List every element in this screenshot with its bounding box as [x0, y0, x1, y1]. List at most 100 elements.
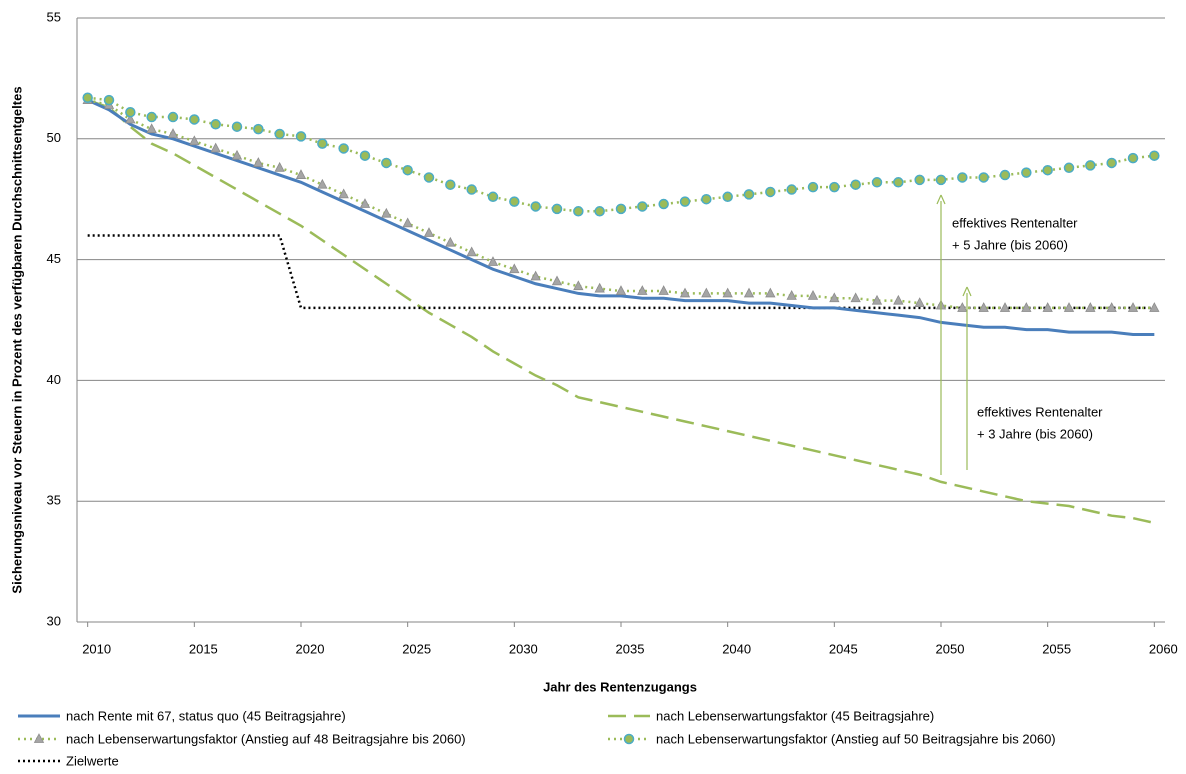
- marker: [487, 256, 499, 266]
- x-tick-label: 2060: [1149, 641, 1178, 656]
- marker: [637, 285, 648, 295]
- annotation-text: effektives Rentenalter: [977, 404, 1103, 419]
- legend-label: nach Lebenserwartungsfaktor (Anstieg auf…: [66, 731, 466, 746]
- marker: [914, 297, 925, 307]
- marker: [658, 285, 669, 295]
- x-tick-label: 2020: [296, 641, 325, 656]
- marker: [658, 198, 669, 210]
- marker: [402, 217, 413, 228]
- marker: [978, 302, 989, 312]
- y-tick-label: 55: [47, 9, 61, 24]
- marker: [253, 157, 264, 167]
- marker: [402, 164, 413, 176]
- legend-label: nach Lebenserwartungsfaktor (Anstieg auf…: [656, 731, 1056, 746]
- marker: [999, 169, 1011, 181]
- legend-marker: [33, 733, 45, 743]
- legend-label: Zielwerte: [66, 753, 119, 768]
- series-line: [87, 98, 1155, 525]
- x-tick-label: 2015: [189, 641, 218, 656]
- marker: [573, 206, 584, 217]
- series-line: [87, 98, 1155, 336]
- marker: [125, 106, 136, 118]
- y-tick-label: 45: [47, 251, 61, 266]
- y-tick-label: 50: [47, 130, 61, 145]
- marker: [167, 111, 179, 123]
- arrow-head: [936, 194, 946, 205]
- marker: [338, 188, 349, 199]
- marker: [551, 275, 563, 286]
- marker: [1042, 302, 1053, 312]
- marker: [167, 128, 179, 138]
- marker: [103, 94, 115, 106]
- marker: [530, 270, 541, 281]
- y-axis-title: Sicherungsniveau vor Steuern in Prozent …: [9, 86, 24, 593]
- marker: [466, 246, 477, 257]
- x-tick-label: 2045: [829, 641, 858, 656]
- marker: [82, 92, 93, 103]
- marker: [1149, 302, 1160, 312]
- marker: [999, 302, 1011, 312]
- marker: [338, 143, 349, 154]
- x-axis-title: Jahr des Rentenzugangs: [543, 679, 697, 694]
- marker: [317, 178, 328, 189]
- marker: [530, 201, 541, 212]
- marker: [786, 184, 797, 195]
- legend-label: nach Rente mit 67, status quo (45 Beitra…: [66, 708, 346, 723]
- marker: [1127, 302, 1139, 312]
- marker: [957, 302, 968, 312]
- marker: [765, 186, 776, 198]
- annotation-text: effektives Rentenalter: [952, 215, 1078, 230]
- y-tick-label: 40: [47, 372, 61, 387]
- x-tick-label: 2030: [509, 641, 538, 656]
- marker: [679, 196, 691, 207]
- marker: [210, 119, 221, 130]
- x-tick-label: 2010: [82, 641, 111, 656]
- marker: [594, 282, 605, 293]
- marker: [1042, 164, 1053, 176]
- marker: [509, 263, 520, 274]
- marker: [594, 206, 605, 217]
- marker: [914, 174, 925, 186]
- marker: [509, 196, 520, 207]
- marker: [1085, 302, 1096, 312]
- marker: [295, 131, 307, 142]
- marker: [978, 172, 989, 183]
- marker: [1106, 302, 1117, 312]
- y-tick-label: 30: [47, 613, 61, 628]
- marker: [722, 191, 733, 203]
- marker: [573, 280, 584, 291]
- marker: [445, 179, 456, 190]
- marker: [146, 111, 157, 123]
- marker: [701, 193, 712, 205]
- legend-label: nach Lebenserwartungsfaktor (45 Beitrags…: [656, 708, 934, 723]
- legend-marker: [623, 733, 635, 745]
- marker: [850, 179, 861, 190]
- marker: [765, 287, 776, 298]
- marker: [125, 113, 136, 124]
- marker: [1106, 157, 1117, 169]
- marker: [231, 149, 243, 160]
- x-tick-label: 2040: [722, 641, 751, 656]
- marker: [423, 172, 435, 183]
- arrow-head: [962, 286, 972, 297]
- marker: [359, 198, 371, 208]
- marker: [1085, 160, 1096, 171]
- marker: [871, 177, 883, 188]
- marker: [743, 287, 755, 298]
- marker: [189, 114, 200, 125]
- x-tick-label: 2025: [402, 641, 431, 656]
- marker: [935, 174, 947, 186]
- marker: [871, 294, 883, 305]
- marker: [1063, 162, 1075, 174]
- marker: [295, 169, 307, 179]
- marker: [1127, 152, 1139, 164]
- marker: [466, 184, 477, 195]
- marker: [679, 287, 691, 298]
- marker: [381, 207, 392, 218]
- marker: [381, 157, 392, 169]
- marker: [423, 227, 435, 237]
- marker: [893, 294, 904, 305]
- marker: [829, 292, 840, 303]
- marker: [957, 172, 968, 183]
- marker: [829, 181, 840, 193]
